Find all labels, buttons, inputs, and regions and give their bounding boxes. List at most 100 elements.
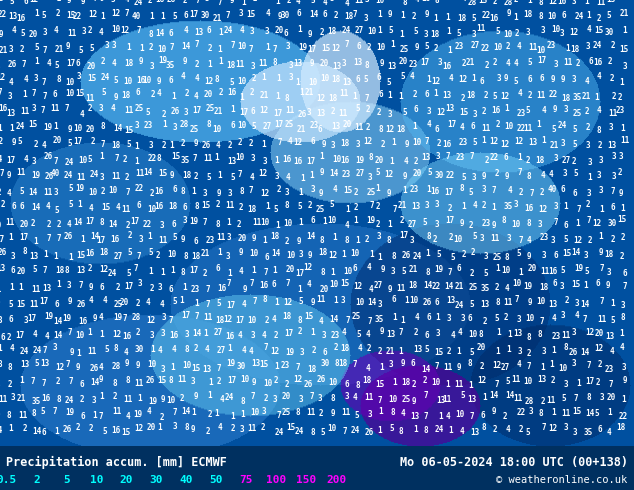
Text: 16: 16 [41, 394, 50, 403]
Text: 14: 14 [90, 232, 99, 241]
Text: 19: 19 [298, 43, 307, 52]
Text: 14: 14 [181, 43, 190, 51]
Text: 7: 7 [526, 362, 531, 371]
Text: 10: 10 [501, 267, 510, 275]
Text: 2: 2 [47, 220, 51, 229]
Text: 19: 19 [148, 396, 157, 406]
Text: 13: 13 [537, 375, 547, 384]
Text: 6: 6 [435, 298, 439, 307]
Text: 1: 1 [182, 283, 187, 292]
Text: 16: 16 [548, 267, 557, 275]
Text: 1: 1 [169, 141, 174, 150]
Text: 14: 14 [113, 124, 123, 133]
Text: 18: 18 [191, 252, 201, 262]
Text: 17: 17 [74, 137, 82, 146]
Text: 2: 2 [88, 264, 93, 272]
Text: 2: 2 [575, 59, 580, 68]
Text: 13: 13 [607, 141, 616, 150]
Text: 7: 7 [264, 343, 268, 352]
Text: 15: 15 [87, 74, 96, 83]
Text: 4: 4 [195, 74, 199, 83]
Text: 1: 1 [171, 92, 176, 101]
Text: 2: 2 [124, 173, 129, 182]
Text: 4: 4 [6, 189, 11, 198]
Text: 21: 21 [260, 91, 269, 100]
Text: 11: 11 [608, 109, 618, 118]
Text: 7: 7 [352, 10, 357, 19]
Text: 2: 2 [413, 328, 418, 337]
Text: 11: 11 [339, 89, 349, 98]
Text: 5: 5 [87, 154, 93, 164]
Text: 1: 1 [147, 232, 152, 241]
Text: 16: 16 [16, 14, 25, 23]
Text: 1: 1 [20, 376, 24, 385]
Text: 5: 5 [41, 407, 46, 416]
Text: 3: 3 [607, 268, 612, 277]
Text: 18: 18 [616, 423, 625, 432]
Text: 28: 28 [131, 313, 141, 322]
Text: 4: 4 [10, 343, 15, 353]
Text: 2: 2 [381, 140, 385, 149]
Text: 2: 2 [354, 203, 358, 212]
Text: 10: 10 [536, 297, 546, 306]
Text: 4: 4 [333, 185, 337, 194]
Text: 6: 6 [80, 380, 84, 389]
Text: 3: 3 [159, 221, 164, 230]
Text: 3: 3 [172, 123, 178, 132]
Text: 2: 2 [179, 394, 184, 403]
Text: 3: 3 [250, 154, 255, 163]
Text: 11: 11 [50, 104, 60, 113]
Text: 2: 2 [449, 233, 454, 242]
Text: 10: 10 [343, 267, 353, 276]
Text: 16: 16 [294, 157, 302, 166]
Text: 10: 10 [431, 378, 440, 387]
Text: 1: 1 [439, 413, 443, 421]
Text: 9: 9 [99, 375, 103, 384]
Text: 4: 4 [445, 412, 450, 420]
Text: 13: 13 [548, 300, 557, 309]
Text: 2: 2 [33, 475, 40, 485]
Text: 12: 12 [458, 74, 467, 83]
Text: 5: 5 [390, 424, 394, 433]
Text: 3: 3 [598, 156, 603, 166]
Text: 5: 5 [573, 125, 577, 134]
Text: 11: 11 [67, 29, 76, 38]
Text: 1: 1 [481, 136, 486, 145]
Text: 2: 2 [493, 58, 498, 67]
Text: 6: 6 [456, 264, 461, 273]
Text: 4: 4 [242, 346, 247, 355]
Text: 16: 16 [340, 156, 350, 166]
Text: 5: 5 [424, 42, 429, 50]
Text: 7: 7 [123, 315, 127, 323]
Text: 10: 10 [123, 77, 133, 86]
Text: 25: 25 [281, 408, 290, 417]
Text: 3: 3 [564, 105, 569, 114]
Text: 17: 17 [85, 217, 94, 226]
Text: 12: 12 [573, 236, 583, 245]
Text: 1: 1 [100, 392, 104, 401]
Text: 10: 10 [261, 218, 269, 227]
Text: 7: 7 [249, 279, 254, 288]
Text: 100: 100 [266, 475, 286, 485]
Text: 22: 22 [0, 10, 6, 20]
Text: 9: 9 [623, 376, 628, 385]
Text: 4: 4 [366, 263, 371, 272]
Text: 4: 4 [194, 92, 198, 101]
Text: 1: 1 [226, 218, 231, 227]
Text: 13: 13 [467, 395, 476, 404]
Text: 1: 1 [400, 11, 404, 20]
Text: 11: 11 [31, 285, 41, 294]
Text: 5: 5 [127, 248, 132, 257]
Text: 5: 5 [35, 43, 39, 52]
Text: 4: 4 [126, 412, 130, 421]
Text: 6: 6 [357, 42, 361, 50]
Text: 7: 7 [65, 104, 69, 113]
Text: 9: 9 [307, 251, 312, 260]
Text: 13: 13 [77, 266, 86, 275]
Text: 12: 12 [0, 73, 6, 81]
Text: 9: 9 [114, 93, 119, 102]
Text: 13: 13 [42, 284, 51, 293]
Text: 5: 5 [10, 0, 14, 6]
Text: 1: 1 [552, 408, 556, 417]
Text: 10: 10 [147, 205, 156, 215]
